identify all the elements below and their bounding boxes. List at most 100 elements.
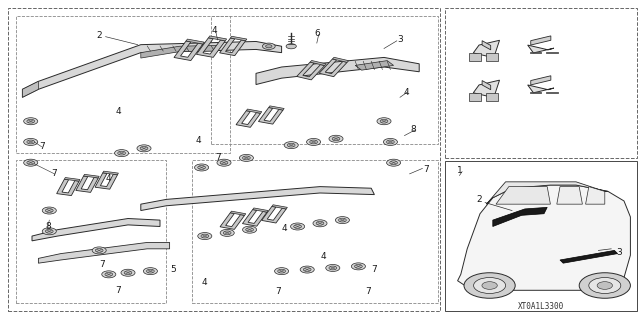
Text: 4: 4 — [212, 26, 217, 35]
Circle shape — [121, 269, 135, 276]
Polygon shape — [496, 187, 550, 204]
Polygon shape — [141, 187, 374, 211]
Circle shape — [246, 228, 253, 232]
Circle shape — [286, 44, 296, 49]
Circle shape — [316, 221, 324, 225]
Circle shape — [27, 119, 35, 123]
Circle shape — [380, 119, 388, 123]
Circle shape — [266, 45, 272, 48]
Polygon shape — [22, 41, 282, 97]
Text: 7: 7 — [276, 287, 281, 296]
Polygon shape — [220, 213, 244, 229]
Circle shape — [464, 273, 515, 298]
Circle shape — [198, 233, 212, 240]
Polygon shape — [355, 61, 394, 70]
Circle shape — [24, 118, 38, 125]
Circle shape — [326, 264, 340, 271]
Circle shape — [287, 143, 295, 147]
Text: 7: 7 — [39, 142, 44, 151]
Circle shape — [201, 234, 209, 238]
Polygon shape — [259, 108, 283, 124]
Polygon shape — [486, 93, 498, 101]
Circle shape — [92, 247, 106, 254]
Polygon shape — [38, 242, 170, 263]
Circle shape — [387, 159, 401, 166]
Polygon shape — [256, 57, 419, 85]
Text: 3: 3 — [617, 248, 622, 256]
Text: 8: 8 — [410, 125, 415, 134]
Polygon shape — [57, 179, 79, 196]
Text: 1: 1 — [457, 166, 462, 175]
Circle shape — [24, 159, 38, 166]
Text: 4: 4 — [116, 107, 121, 116]
Circle shape — [335, 217, 349, 224]
Circle shape — [329, 135, 343, 142]
Circle shape — [198, 166, 205, 169]
Circle shape — [351, 263, 365, 270]
Circle shape — [45, 209, 53, 212]
Polygon shape — [103, 171, 118, 175]
Circle shape — [339, 218, 346, 222]
Circle shape — [377, 118, 391, 125]
Polygon shape — [209, 36, 227, 41]
Circle shape — [310, 140, 317, 144]
Polygon shape — [253, 208, 268, 212]
Circle shape — [243, 156, 250, 160]
Polygon shape — [76, 176, 99, 192]
Circle shape — [355, 264, 362, 268]
Circle shape — [284, 142, 298, 149]
Polygon shape — [186, 39, 204, 44]
Text: 3: 3 — [397, 35, 403, 44]
Circle shape — [102, 271, 116, 278]
Polygon shape — [32, 219, 160, 241]
Polygon shape — [547, 52, 558, 53]
Circle shape — [220, 161, 228, 165]
Circle shape — [223, 231, 231, 235]
Text: 7: 7 — [215, 153, 220, 162]
Circle shape — [118, 151, 125, 155]
Polygon shape — [22, 81, 38, 97]
Circle shape — [262, 43, 275, 49]
Text: 4: 4 — [202, 278, 207, 287]
Text: 7: 7 — [365, 287, 371, 296]
Polygon shape — [236, 111, 260, 127]
Polygon shape — [531, 76, 551, 85]
Circle shape — [291, 223, 305, 230]
Circle shape — [300, 266, 314, 273]
Circle shape — [589, 278, 621, 293]
Text: 4: 4 — [404, 88, 409, 97]
Polygon shape — [529, 52, 541, 53]
Text: XT0A1L3300: XT0A1L3300 — [518, 302, 564, 311]
Circle shape — [95, 249, 103, 252]
Text: 5: 5 — [170, 265, 175, 274]
Polygon shape — [528, 85, 554, 93]
Circle shape — [147, 269, 154, 273]
Circle shape — [313, 220, 327, 227]
Circle shape — [474, 278, 506, 293]
Circle shape — [45, 229, 53, 233]
Polygon shape — [333, 57, 349, 62]
Text: 7: 7 — [116, 286, 121, 295]
Polygon shape — [482, 81, 491, 90]
Circle shape — [27, 140, 35, 144]
Polygon shape — [557, 187, 582, 204]
Circle shape — [115, 150, 129, 157]
Text: 4: 4 — [106, 174, 111, 183]
Circle shape — [597, 282, 612, 289]
Circle shape — [195, 164, 209, 171]
Polygon shape — [141, 45, 218, 58]
Circle shape — [294, 225, 301, 228]
Polygon shape — [220, 38, 246, 56]
Polygon shape — [262, 206, 286, 223]
Polygon shape — [482, 41, 491, 50]
Polygon shape — [458, 185, 630, 290]
Circle shape — [42, 228, 56, 235]
Text: 7: 7 — [423, 165, 428, 174]
Polygon shape — [547, 92, 558, 93]
Polygon shape — [474, 40, 499, 58]
Circle shape — [332, 137, 340, 141]
Polygon shape — [65, 178, 80, 181]
Text: 4: 4 — [282, 224, 287, 233]
Circle shape — [329, 266, 337, 270]
Polygon shape — [470, 53, 481, 61]
